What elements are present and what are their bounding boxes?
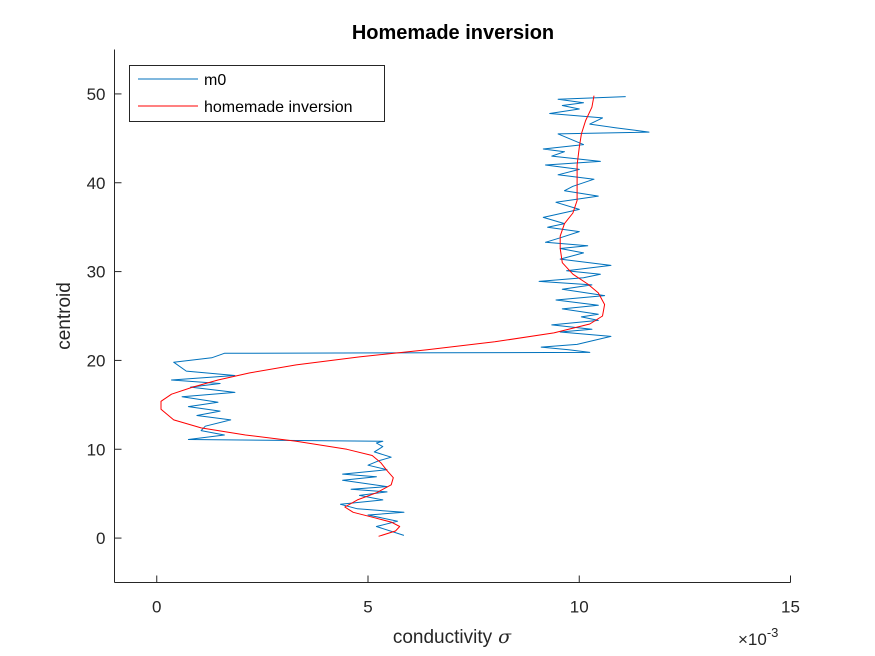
x-exponent-power: -3 bbox=[767, 625, 779, 640]
y-tick-label: 10 bbox=[87, 440, 106, 459]
y-tick-label: 40 bbox=[87, 174, 106, 193]
y-tick-label: 20 bbox=[87, 351, 106, 370]
legend-label-m0: m0 bbox=[204, 72, 226, 89]
legend-box bbox=[129, 65, 385, 122]
x-axis-label-text: conductivity bbox=[393, 627, 493, 648]
chart-title: Homemade inversion bbox=[352, 22, 554, 44]
y-tick-label: 50 bbox=[87, 85, 106, 104]
x-axis-label-symbol: σ bbox=[498, 626, 512, 648]
x-axis-label: conductivity σ bbox=[393, 626, 512, 648]
x-ticks: 0 5 10 15 bbox=[152, 575, 800, 617]
x-tick-label: 0 bbox=[152, 598, 161, 617]
x-tick-label: 15 bbox=[781, 598, 800, 617]
series-line-homemade-inversion bbox=[160, 95, 606, 537]
y-axis-label: centroid bbox=[54, 282, 75, 350]
legend-label-homemade-inversion: homemade inversion bbox=[204, 99, 353, 116]
y-ticks: 0 10 20 30 40 50 bbox=[87, 85, 122, 548]
legend: m0 homemade inversion bbox=[129, 65, 385, 122]
x-exponent-prefix: ×10 bbox=[738, 630, 767, 649]
x-exponent: ×10-3 bbox=[738, 625, 778, 649]
plot-box bbox=[114, 49, 791, 583]
series-line-m0 bbox=[171, 96, 650, 536]
y-tick-label: 30 bbox=[87, 263, 106, 282]
x-tick-label: 10 bbox=[570, 598, 589, 617]
x-tick-label: 5 bbox=[363, 598, 372, 617]
y-tick-label: 0 bbox=[96, 529, 105, 548]
series-layer bbox=[160, 95, 650, 537]
